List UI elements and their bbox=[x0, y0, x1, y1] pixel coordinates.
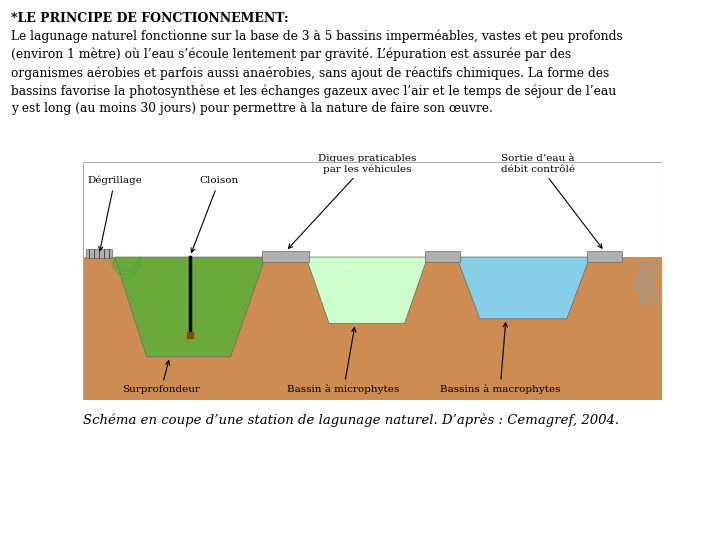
Text: Dégrillage: Dégrillage bbox=[87, 176, 142, 251]
Text: Bassins à macrophytes: Bassins à macrophytes bbox=[440, 323, 560, 395]
Polygon shape bbox=[83, 257, 662, 400]
Text: Bassin à microphytes: Bassin à microphytes bbox=[287, 328, 400, 395]
Text: Sortie d’eau à
débit contrôlé: Sortie d’eau à débit contrôlé bbox=[501, 154, 602, 248]
Polygon shape bbox=[456, 257, 590, 319]
Polygon shape bbox=[306, 257, 428, 323]
Text: Cloison: Cloison bbox=[191, 177, 238, 252]
Text: Le lagunage naturel fonctionne sur la base de 3 à 5 bassins imperméables, vastes: Le lagunage naturel fonctionne sur la ba… bbox=[11, 30, 623, 116]
Bar bbox=[425, 251, 459, 262]
Text: Schéma en coupe d’une station de lagunage naturel. D’après : Cemagref, 2004.: Schéma en coupe d’une station de lagunag… bbox=[83, 413, 619, 427]
Bar bbox=[86, 249, 112, 258]
Polygon shape bbox=[114, 257, 266, 357]
Text: Surprofondeur: Surprofondeur bbox=[122, 361, 200, 395]
Bar bbox=[587, 251, 622, 262]
Text: Digues praticables
par les véhicules: Digues praticables par les véhicules bbox=[289, 153, 416, 248]
Text: *LE PRINCIPE DE FONCTIONNEMENT:: *LE PRINCIPE DE FONCTIONNEMENT: bbox=[11, 12, 289, 25]
Bar bbox=[263, 251, 309, 262]
